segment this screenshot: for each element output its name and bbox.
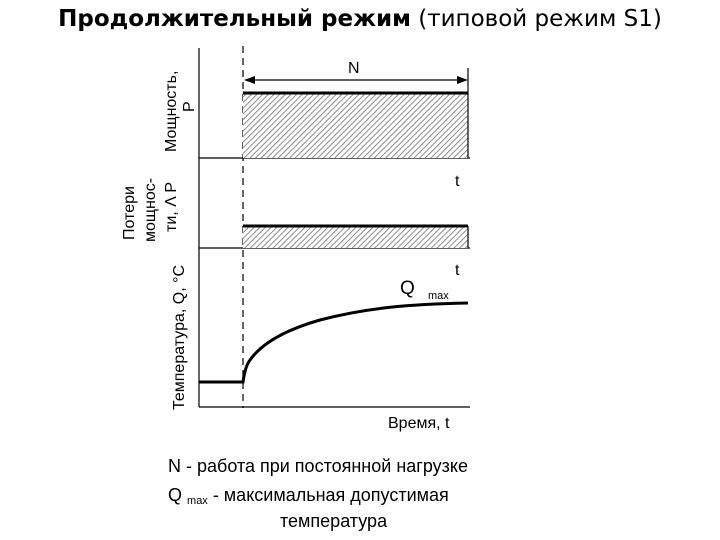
temperature-ylabel: Температура, Q, °C [171, 265, 188, 410]
losses-ylabel-line1: Потери [121, 186, 138, 240]
legend-qmax-main: Q [168, 485, 183, 505]
title-rest: (типовой режим S1) [410, 6, 662, 32]
qmax-sub: max [428, 290, 449, 302]
losses-block [243, 226, 468, 248]
legend-line-2: Q max - максимальная допустимая [168, 485, 449, 507]
power-t-label: t [455, 173, 460, 190]
losses-ylabel-line2: мощнос- [142, 178, 159, 242]
legend-qmax-sub: max [187, 495, 208, 507]
n-arrow-left-head [244, 76, 255, 84]
title-bold: Продолжительный режим [58, 6, 411, 32]
power-ylabel-line2: P [181, 101, 198, 112]
temperature-curve [199, 301, 469, 384]
legend-line-3: температура [280, 511, 388, 531]
legend-line-1: N - работа при постоянной нагрузке [168, 456, 468, 476]
legend-line-2-rest: - максимальная допустимая [207, 485, 449, 505]
qmax-label: Q [400, 278, 415, 299]
n-span-label: N [348, 60, 360, 77]
slide-title: Продолжительный режим (типовой режим S1) [0, 6, 720, 32]
n-arrow-right-head [457, 76, 468, 84]
qmax-main: Q [400, 278, 415, 299]
losses-ylabel-line3: ти, Λ P [163, 182, 180, 232]
losses-t-label: t [455, 262, 460, 279]
power-block [243, 93, 468, 158]
time-axis-label: Время, t [388, 415, 450, 432]
power-ylabel-line1: Мощность, [163, 71, 180, 152]
